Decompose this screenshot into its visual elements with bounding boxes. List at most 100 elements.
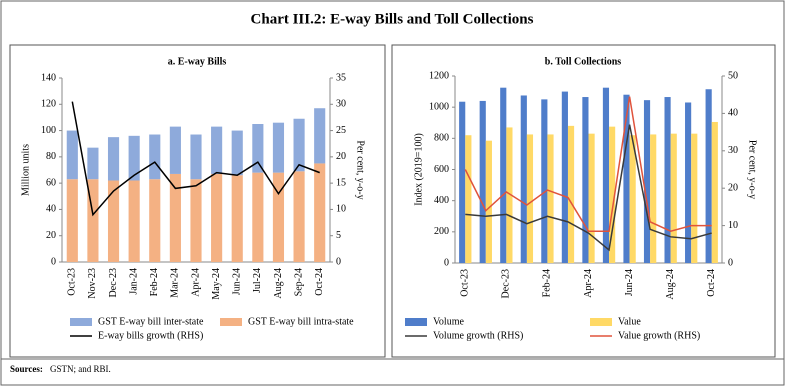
bar	[629, 135, 636, 263]
bar-segment	[66, 179, 78, 262]
bar-segment	[190, 134, 202, 180]
y2-tick-label: 30	[728, 145, 738, 156]
x-tick-label: Apr-24	[583, 269, 594, 298]
bar	[643, 100, 651, 263]
y2-tick-label: 30	[336, 99, 346, 110]
y-tick-label: 120	[41, 99, 56, 110]
y2-tick-label: 0	[728, 257, 733, 268]
bar-segment	[169, 173, 181, 262]
line	[464, 96, 712, 233]
bar	[459, 101, 466, 264]
bar	[567, 125, 575, 263]
y2-tick-label: 5	[336, 230, 341, 241]
y-tick-label: 140	[41, 72, 56, 83]
y-tick-label: 60	[46, 177, 56, 188]
y-tick-label: 80	[46, 151, 56, 162]
bar	[479, 100, 486, 263]
bar-segment	[211, 173, 223, 262]
bar-segment	[149, 179, 161, 262]
bar-segment	[211, 126, 223, 174]
bar	[664, 97, 671, 263]
legend-label: E-way bills growth (RHS)	[98, 330, 203, 341]
x-tick-label: Nov-23	[87, 268, 98, 299]
y-tick-label: 1000	[429, 101, 449, 112]
y-tick-label: 400	[434, 195, 449, 206]
sources-label: Sources:	[10, 364, 43, 374]
legend-label: GST E-way bill inter-state	[98, 316, 204, 327]
x-tick-label: Aug-24	[665, 269, 676, 300]
bar	[609, 126, 616, 263]
panel-title: a. E-way Bills	[168, 56, 227, 67]
bar	[485, 140, 492, 263]
bar-segment	[272, 172, 285, 262]
bar-segment	[314, 163, 326, 262]
x-tick-label: Feb-24	[149, 268, 160, 296]
bar	[541, 99, 548, 263]
x-tick-label: Jan-24	[128, 268, 139, 295]
bar-segment	[107, 180, 120, 262]
bar-segment	[272, 122, 285, 173]
bar-segment	[190, 179, 202, 262]
y2-tick-label: 20	[336, 151, 346, 162]
x-tick-label: Aug-24	[273, 268, 284, 299]
y2-tick-label: 10	[336, 204, 346, 215]
bar-segment	[128, 180, 140, 262]
legend-label: GST E-way bill intra-state	[248, 316, 354, 327]
bar-segment	[66, 130, 78, 180]
x-tick-label: Oct-23	[460, 269, 471, 297]
x-tick-label: Oct-23	[67, 268, 78, 296]
legend-label: Volume growth (RHS)	[433, 330, 523, 341]
line	[465, 124, 712, 252]
y-tick-label: 200	[434, 226, 449, 237]
y-tick-label: 100	[41, 125, 56, 136]
bar-segment	[231, 175, 243, 262]
bar-segment	[252, 172, 264, 262]
y-tick-label: 40	[46, 204, 56, 215]
y-tick-label: 1200	[429, 70, 449, 81]
bar-segment	[293, 171, 305, 262]
bar	[650, 134, 657, 263]
legend-swatch	[220, 318, 242, 326]
bar-segment	[87, 179, 99, 262]
y-axis-title: Index (2019=100)	[413, 133, 424, 206]
bar	[526, 134, 534, 263]
bar-segment	[293, 118, 305, 172]
x-tick-label: May-24	[211, 268, 222, 300]
y-tick-label: 600	[434, 164, 449, 175]
bar	[670, 133, 677, 263]
legend-label: Volume	[433, 316, 464, 327]
x-tick-label: Jun-24	[624, 269, 635, 296]
x-tick-label: Feb-24	[542, 269, 553, 297]
x-tick-label: Oct-24	[314, 268, 325, 296]
bar	[691, 133, 698, 263]
line	[71, 101, 320, 217]
bar	[588, 133, 595, 263]
panel-title: b. Toll Collections	[545, 56, 622, 67]
x-tick-label: Sep-24	[293, 268, 304, 296]
bar	[705, 89, 712, 263]
y2-axis-title: Per cent, y-o-y	[355, 140, 366, 199]
y2-tick-label: 40	[728, 108, 738, 119]
y-tick-label: 0	[444, 257, 449, 268]
y2-tick-label: 10	[728, 220, 738, 231]
y2-tick-label: 20	[728, 182, 738, 193]
bar	[500, 87, 507, 263]
x-tick-label: Dec-23	[108, 268, 119, 297]
bar	[561, 91, 568, 263]
legend-label: Value growth (RHS)	[618, 330, 700, 341]
panel-a	[9, 44, 386, 358]
bar	[506, 127, 513, 263]
panel-b	[391, 44, 776, 358]
bar-segment	[231, 130, 243, 176]
bar	[602, 87, 610, 263]
page-title: Chart III.2: E-way Bills and Toll Collec…	[251, 11, 534, 27]
bar-segment	[252, 124, 264, 173]
bar	[582, 97, 589, 263]
y2-tick-label: 50	[728, 70, 738, 81]
bar	[623, 94, 630, 263]
y2-tick-label: 25	[336, 125, 346, 136]
bar	[520, 95, 527, 264]
x-tick-label: Apr-24	[190, 268, 201, 297]
y-tick-label: 0	[51, 256, 56, 267]
legend-label: Value	[618, 316, 641, 327]
